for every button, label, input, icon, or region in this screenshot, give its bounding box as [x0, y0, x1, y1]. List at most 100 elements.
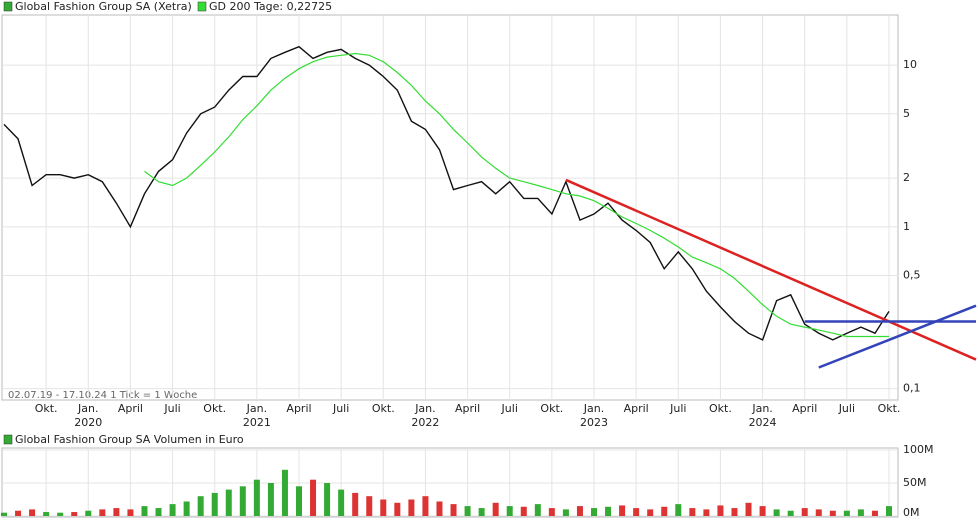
- legend-swatch: [197, 1, 207, 12]
- y-tick-label: 2: [903, 171, 910, 184]
- year-label: 2022: [411, 416, 439, 429]
- volume-bar: [183, 501, 190, 516]
- volume-bar: [731, 508, 738, 516]
- volume-bar: [871, 510, 878, 516]
- volume-bar: [689, 508, 696, 516]
- legend-swatch: [3, 1, 13, 12]
- volume-bar: [281, 469, 288, 516]
- x-tick-label: Jan.: [583, 402, 604, 415]
- volume-bar: [253, 479, 260, 516]
- x-tick-label: Okt.: [372, 402, 395, 415]
- volume-tick-label: 0M: [903, 506, 920, 519]
- y-tick-label: 0,5: [903, 269, 921, 282]
- volume-bar: [478, 508, 485, 516]
- volume-bar: [591, 508, 597, 516]
- volume-bar: [296, 486, 302, 516]
- volume-bar: [15, 510, 22, 516]
- x-tick-label: April: [286, 402, 311, 415]
- x-tick-label: April: [455, 402, 480, 415]
- volume-bar: [886, 506, 892, 516]
- volume-bar: [534, 504, 541, 516]
- volume-bar: [169, 504, 176, 516]
- year-label: 2023: [580, 416, 608, 429]
- x-tick-label: Okt.: [709, 402, 732, 415]
- price-line: [144, 52, 889, 338]
- volume-bar: [422, 496, 429, 516]
- range-annotation: 02.07.19 - 17.10.24 1 Tick = 1 Woche: [8, 390, 197, 401]
- volume-bar: [605, 506, 612, 516]
- x-tick-label: April: [118, 402, 143, 415]
- x-tick-label: Jan.: [414, 402, 435, 415]
- volume-bar: [717, 505, 724, 516]
- volume-bar: [71, 512, 78, 516]
- x-tick-label: Juli: [332, 402, 349, 415]
- volume-bar: [576, 506, 583, 516]
- volume-bar: [520, 506, 527, 516]
- x-tick-label: Juli: [163, 402, 180, 415]
- volume-bar: [647, 509, 654, 516]
- x-tick-label: Juli: [838, 402, 855, 415]
- volume-bar: [829, 510, 836, 516]
- volume-bar: [239, 486, 246, 516]
- volume-bar: [1, 512, 7, 516]
- x-tick-label: Okt.: [540, 402, 563, 415]
- volume-bar: [380, 499, 387, 516]
- volume-bar: [338, 489, 345, 516]
- year-label: 2021: [243, 416, 271, 429]
- trendline: [565, 178, 977, 361]
- x-tick-label: Juli: [669, 402, 686, 415]
- x-tick-label: Jan.: [77, 402, 98, 415]
- volume-legend-swatch: [3, 434, 13, 445]
- volume-bar: [141, 506, 148, 516]
- x-tick-label: Juli: [501, 402, 518, 415]
- x-tick-label: Okt.: [203, 402, 226, 415]
- volume-bar: [394, 502, 401, 516]
- volume-bar: [99, 509, 106, 516]
- legend-label: GD 200 Tage: 0,22725: [209, 0, 332, 13]
- volume-tick-label: 100M: [903, 443, 934, 456]
- y-tick-label: 0,1: [903, 382, 921, 395]
- x-tick-label: Jan.: [246, 402, 267, 415]
- volume-bar: [29, 509, 36, 516]
- volume-bar: [633, 508, 640, 516]
- volume-bar: [703, 509, 710, 516]
- volume-bar: [759, 506, 766, 516]
- volume-bar: [113, 508, 120, 516]
- volume-bar: [310, 479, 317, 516]
- y-tick-label: 10: [903, 58, 917, 71]
- year-label: 2024: [749, 416, 777, 429]
- volume-bar: [548, 508, 555, 516]
- volume-bar: [211, 492, 218, 516]
- volume-bar: [619, 505, 626, 516]
- volume-bar: [197, 496, 204, 516]
- volume-bar: [745, 502, 752, 516]
- volume-bar: [155, 508, 162, 516]
- x-tick-label: Okt.: [35, 402, 58, 415]
- volume-tick-label: 50M: [903, 476, 927, 489]
- volume-bar: [85, 510, 92, 516]
- volume-bar: [127, 509, 134, 516]
- volume-bar: [267, 483, 274, 516]
- price-panel: [1, 14, 899, 401]
- volume-bar: [352, 492, 359, 516]
- volume-bar: [450, 504, 457, 516]
- volume-bar: [464, 506, 471, 516]
- volume-bar: [436, 501, 443, 516]
- price-line: [3, 45, 890, 341]
- volume-bar: [562, 509, 569, 516]
- volume-bar: [408, 499, 415, 516]
- volume-bar: [57, 512, 64, 516]
- year-label: 2020: [74, 416, 102, 429]
- y-tick-label: 5: [903, 107, 910, 120]
- volume-bar: [506, 506, 513, 516]
- legend-label: Global Fashion Group SA (Xetra): [15, 0, 192, 13]
- volume-bar: [773, 509, 780, 516]
- volume-bar: [661, 506, 668, 516]
- volume-bar: [815, 509, 822, 516]
- volume-bar: [366, 496, 373, 516]
- volume-bar: [43, 512, 50, 516]
- trendline: [818, 304, 977, 369]
- x-tick-label: April: [624, 402, 649, 415]
- volume-bar: [787, 510, 794, 516]
